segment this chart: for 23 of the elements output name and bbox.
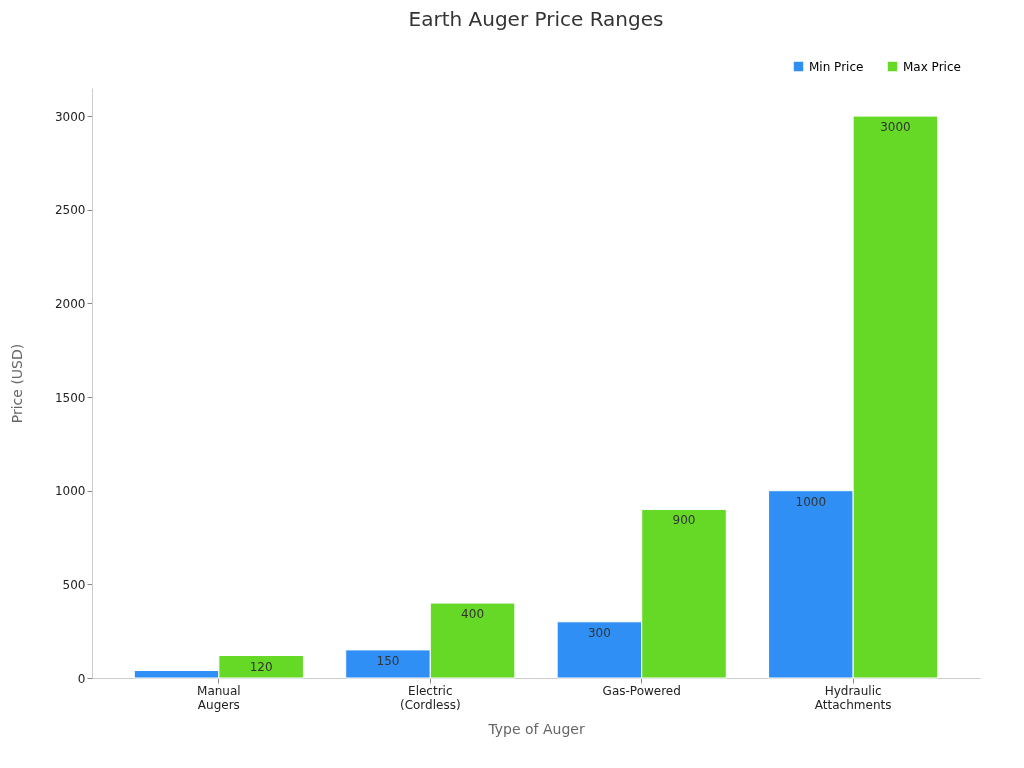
legend-label: Max Price — [903, 59, 961, 74]
y-tick-label: 2000 — [54, 296, 86, 311]
x-tick-label: Electric (Cordless) — [399, 683, 461, 712]
y-tick-label: 1500 — [54, 390, 86, 405]
y-axis-title: Price (USD) — [8, 343, 25, 424]
data-label: 150 — [376, 653, 400, 668]
x-tick-label: Manual Augers — [197, 683, 241, 712]
x-tick-label: Gas-Powered — [602, 683, 681, 698]
x-axis-title: Type of Auger — [487, 720, 585, 737]
data-label: 400 — [461, 607, 485, 622]
data-label: 900 — [672, 513, 696, 528]
y-tick-label: 2500 — [54, 203, 86, 218]
legend-label: Min Price — [809, 59, 864, 74]
x-tick-label: Hydraulic Attachments — [814, 683, 892, 712]
y-tick-label: 0 — [77, 671, 86, 686]
chart-title: Earth Auger Price Ranges — [408, 7, 664, 31]
data-label: 3000 — [880, 120, 911, 135]
y-tick-label: 500 — [62, 577, 86, 592]
data-label: 1000 — [795, 494, 827, 509]
data-label: 300 — [587, 625, 611, 640]
data-label: 120 — [249, 659, 273, 674]
y-tick-label: 3000 — [54, 109, 86, 124]
y-tick-label: 1000 — [54, 484, 86, 499]
